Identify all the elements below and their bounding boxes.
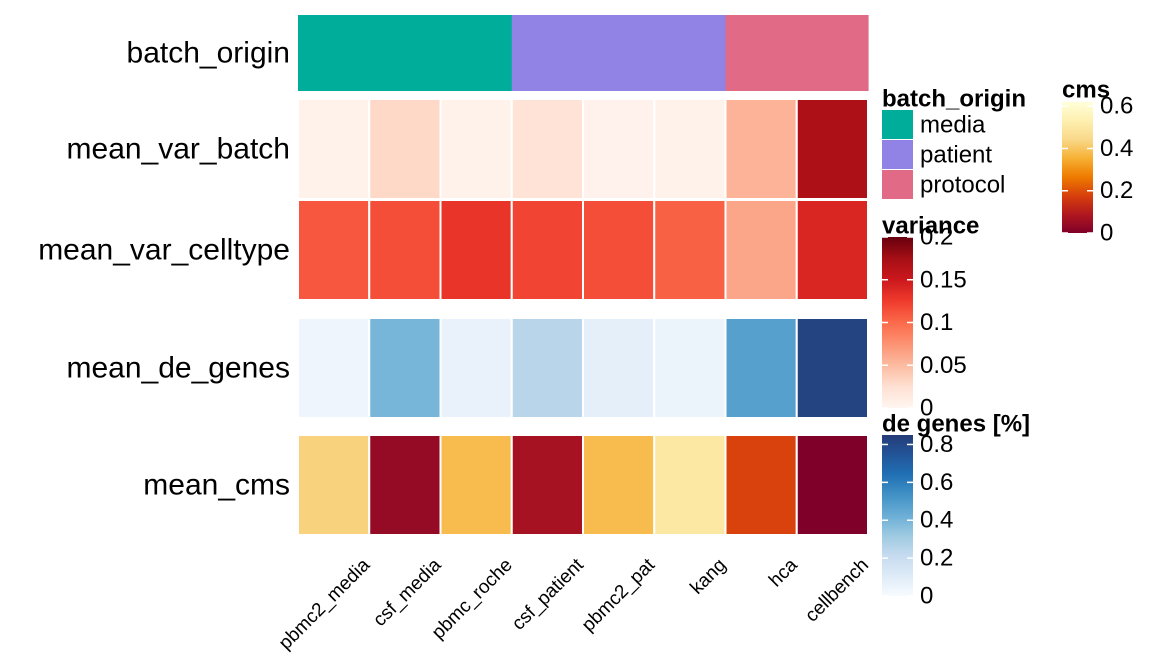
annotation-cell-csf_patient [511,15,584,91]
cell-mean_cms-hca [724,434,798,536]
colorbar-tick-label-de_genes: 0.6 [920,469,953,496]
cell-mean_var_celltype-cellbench [795,199,869,301]
legend-label-patient: patient [920,142,992,169]
colorbar-tick-label-variance: 0.15 [920,266,967,293]
column-label-csf_patient: csf_patient [508,554,588,634]
cell-mean_var_batch-pbmc_roche [439,98,513,200]
cell-mean_var_batch-hca [724,98,798,200]
legend-label-media: media [920,112,986,139]
cell-mean_var_batch-kang [653,98,727,200]
colorbar-tick-label-variance: 0 [920,395,933,422]
cell-mean_de_genes-cellbench [795,317,869,419]
column-label-hca: hca [765,554,802,591]
cell-mean_var_celltype-kang [653,199,727,301]
column-label-csf_media: csf_media [369,554,445,630]
cell-mean_var_celltype-csf_media [368,199,442,301]
colorbar-tick-label-de_genes: 0.4 [920,507,953,534]
colorbar-cms [1062,102,1093,233]
annotation-cell-pbmc2_media [298,15,370,91]
colorbar-tick-label-variance: 0.05 [920,352,967,379]
cell-mean_cms-pbmc2_media [297,434,371,536]
cell-mean_de_genes-hca [724,317,798,419]
cell-mean_var_celltype-pbmc2_pat [582,199,656,301]
legend-label-protocol: protocol [920,172,1005,199]
cell-mean_var_celltype-pbmc2_media [297,199,371,301]
legend-title-variance: variance [882,213,979,240]
colorbar-tick-label-cms: 0.4 [1100,135,1133,162]
column-label-cellbench: cellbench [801,555,873,627]
annotation-cell-cellbench [796,15,869,91]
cell-mean_var_celltype-hca [724,199,798,301]
column-label-pbmc2_media: pbmc2_media [275,554,375,654]
cell-mean_de_genes-csf_patient [510,317,584,419]
colorbar-tick-label-variance: 0.2 [920,224,953,251]
legend-title-batch-origin: batch_origin [882,86,1026,113]
row-label-mean_de_genes: mean_de_genes [66,352,290,385]
annotation-cell-pbmc_roche [440,15,513,91]
cell-mean_de_genes-pbmc2_media [297,317,371,419]
annotation-cell-kang [654,15,727,91]
cell-mean_var_celltype-csf_patient [510,199,584,301]
legend-title-de_genes: de genes [%] [882,411,1030,438]
row-label-mean_cms: mean_cms [143,469,290,502]
cell-mean_de_genes-csf_media [368,317,442,419]
cell-mean_de_genes-pbmc_roche [439,317,513,419]
cell-mean_de_genes-pbmc2_pat [582,317,656,419]
annotation-cell-csf_media [369,15,442,91]
colorbar-tick-label-cms: 0.2 [1100,177,1133,204]
cell-mean_var_batch-csf_media [368,98,442,200]
row-label-mean_var_celltype: mean_var_celltype [38,234,290,267]
cell-mean_cms-csf_media [368,434,442,536]
row-labels: batch_origin mean_var_batch mean_var_cellt… [38,37,290,502]
cell-mean_cms-kang [653,434,727,536]
legend-key-patient [882,140,913,169]
cell-mean_var_batch-pbmc2_pat [582,98,656,200]
colorbar-tick-label-cms: 0 [1100,220,1113,247]
column-label-kang: kang [686,555,730,599]
colorbar-tick-label-de_genes: 0.2 [920,545,953,572]
cell-mean_cms-csf_patient [510,434,584,536]
colorbar-tick-label-variance: 0.1 [920,309,953,336]
cell-mean_de_genes-kang [653,317,727,419]
legend-title-cms: cms [1062,77,1110,104]
column-labels: pbmc2_mediacsf_mediapbmc_rochecsf_patien… [275,554,873,654]
cell-mean_var_batch-csf_patient [510,98,584,200]
colorbar-de_genes [882,435,913,596]
annotation-cell-pbmc2_pat [583,15,655,91]
cell-mean_var_celltype-pbmc_roche [439,199,513,301]
cell-mean_var_batch-cellbench [795,98,869,200]
heatmap-cells [297,15,869,536]
legend-key-media [882,110,913,139]
cell-mean_cms-pbmc_roche [439,434,513,536]
colorbar-tick-label-de_genes: 0.8 [920,431,953,458]
cell-mean_cms-cellbench [795,434,869,536]
row-label-annotation: batch_origin [127,37,290,70]
colorbar-tick-label-cms: 0.6 [1100,93,1133,120]
cell-mean_cms-pbmc2_pat [582,434,656,536]
legend-key-protocol [882,170,913,199]
colorbar-tick-label-de_genes: 0 [920,583,933,610]
row-label-mean_var_batch: mean_var_batch [67,133,290,166]
cell-mean_var_batch-pbmc2_media [297,98,371,200]
column-label-pbmc2_pat: pbmc2_pat [578,554,660,636]
annotation-cell-hca [725,15,798,91]
